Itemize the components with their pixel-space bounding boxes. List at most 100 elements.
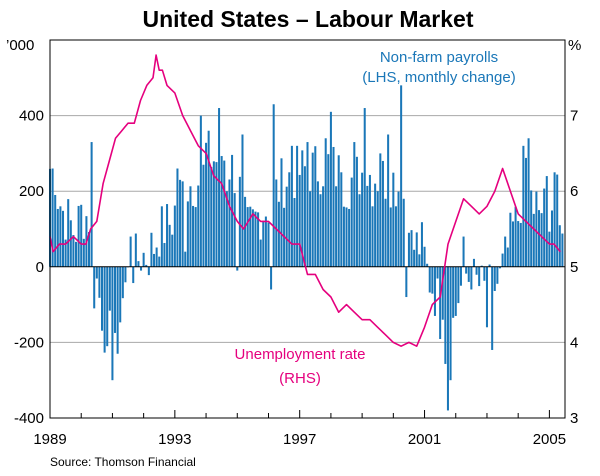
source-note: Source: Thomson Financial — [50, 455, 196, 469]
payroll-bar — [314, 146, 317, 267]
payroll-bar — [150, 232, 153, 267]
payroll-bar — [171, 234, 174, 267]
x-axis-labels: 1989 1993 1997 2001 2005 — [33, 431, 566, 448]
payroll-bar — [509, 212, 512, 267]
payroll-bar — [400, 85, 403, 267]
payroll-bar — [387, 134, 390, 267]
payroll-bar — [306, 142, 309, 267]
payroll-bar — [376, 191, 379, 267]
payroll-bar — [514, 206, 517, 267]
payroll-bar — [556, 174, 559, 267]
payroll-bar — [74, 241, 78, 267]
payroll-bar — [413, 249, 416, 267]
payroll-bar — [51, 168, 54, 267]
payroll-bar — [158, 256, 161, 267]
x-axis-tick-label: 1993 — [158, 431, 191, 448]
payroll-bar — [163, 242, 166, 267]
payroll-bar — [166, 204, 169, 267]
payroll-bar — [153, 253, 156, 267]
payroll-bar — [446, 266, 449, 411]
payroll-bar — [316, 181, 319, 267]
payroll-bar — [181, 181, 184, 267]
payroll-bar — [457, 266, 460, 304]
payroll-bar — [270, 266, 273, 290]
payroll-bar — [293, 198, 296, 267]
payroll-bar — [173, 205, 176, 267]
payroll-bar — [301, 150, 304, 267]
payroll-bar — [543, 188, 546, 267]
payroll-bar — [233, 193, 236, 267]
payroll-bar — [54, 194, 57, 267]
payroll-bar — [540, 213, 543, 267]
right-axis-tick-label: 6 — [570, 183, 578, 200]
payroll-bar — [350, 177, 353, 267]
payroll-bar — [459, 266, 462, 286]
payroll-bar — [147, 266, 150, 276]
payroll-bar — [246, 207, 249, 267]
payroll-bar — [223, 160, 226, 267]
payroll-bar — [72, 235, 75, 267]
payroll-bar — [137, 261, 140, 267]
payroll-bar — [410, 230, 413, 267]
payroll-bar — [441, 266, 444, 320]
unemployment-sublabel: (RHS) — [279, 370, 321, 387]
payroll-bar — [537, 210, 541, 267]
payroll-bar — [88, 232, 91, 267]
right-axis-labels: 3 4 5 6 7 — [570, 108, 578, 427]
payroll-bar — [160, 206, 163, 267]
payroll-bar — [327, 154, 330, 267]
payroll-bar — [184, 251, 187, 267]
payroll-bar — [532, 213, 535, 267]
payroll-bar — [381, 160, 384, 267]
payroll-bar — [436, 266, 439, 279]
payroll-bar — [433, 266, 436, 316]
payroll-bar — [93, 266, 96, 309]
payroll-bar — [244, 196, 247, 267]
payroll-bar — [329, 111, 332, 267]
payroll-bar — [415, 232, 418, 267]
payroll-bar — [467, 266, 470, 282]
payroll-bar — [470, 266, 473, 290]
payroll-bar — [423, 246, 426, 267]
payroll-bar — [527, 138, 530, 267]
payroll-bar — [311, 152, 314, 267]
payroll-bar — [132, 266, 135, 284]
payroll-bar — [262, 220, 265, 267]
payroll-bar — [548, 231, 551, 267]
payroll-bar — [358, 194, 361, 267]
payroll-bar — [480, 265, 483, 267]
payroll-bar — [56, 208, 59, 267]
payroll-bar — [101, 266, 104, 331]
unemployment-label: Unemployment rate — [235, 346, 366, 363]
payroll-bar — [361, 172, 364, 267]
payroll-bar — [288, 172, 291, 267]
left-axis-tick-label: 200 — [19, 183, 44, 200]
payroll-bar — [238, 176, 241, 267]
payroll-bar — [405, 266, 408, 298]
payroll-bar — [407, 232, 410, 267]
payroll-bar — [335, 186, 338, 267]
payroll-bar — [491, 266, 494, 350]
payroll-bar — [366, 185, 369, 267]
payroll-bar — [418, 254, 421, 267]
payroll-bar — [241, 134, 244, 267]
left-axis-tick-label: 400 — [19, 108, 44, 125]
payroll-bar — [82, 238, 85, 267]
payroll-bar — [475, 266, 478, 275]
payroll-bar — [355, 156, 358, 267]
payroll-bar — [498, 266, 501, 269]
payroll-bar — [309, 191, 312, 267]
payroll-bar — [483, 266, 486, 281]
payroll-bar — [389, 207, 392, 267]
payroll-bar — [431, 266, 434, 294]
payroll-bar — [254, 211, 257, 267]
payroll-bar — [337, 155, 340, 267]
payroll-bar — [462, 236, 465, 267]
payroll-bar — [353, 142, 356, 267]
right-axis-tick-label: 4 — [570, 334, 578, 351]
payroll-bar — [368, 174, 371, 267]
payroll-bar — [111, 266, 114, 381]
payroll-bar — [129, 236, 132, 267]
unemployment-rate-line — [49, 54, 561, 347]
payroll-bar — [449, 266, 452, 381]
